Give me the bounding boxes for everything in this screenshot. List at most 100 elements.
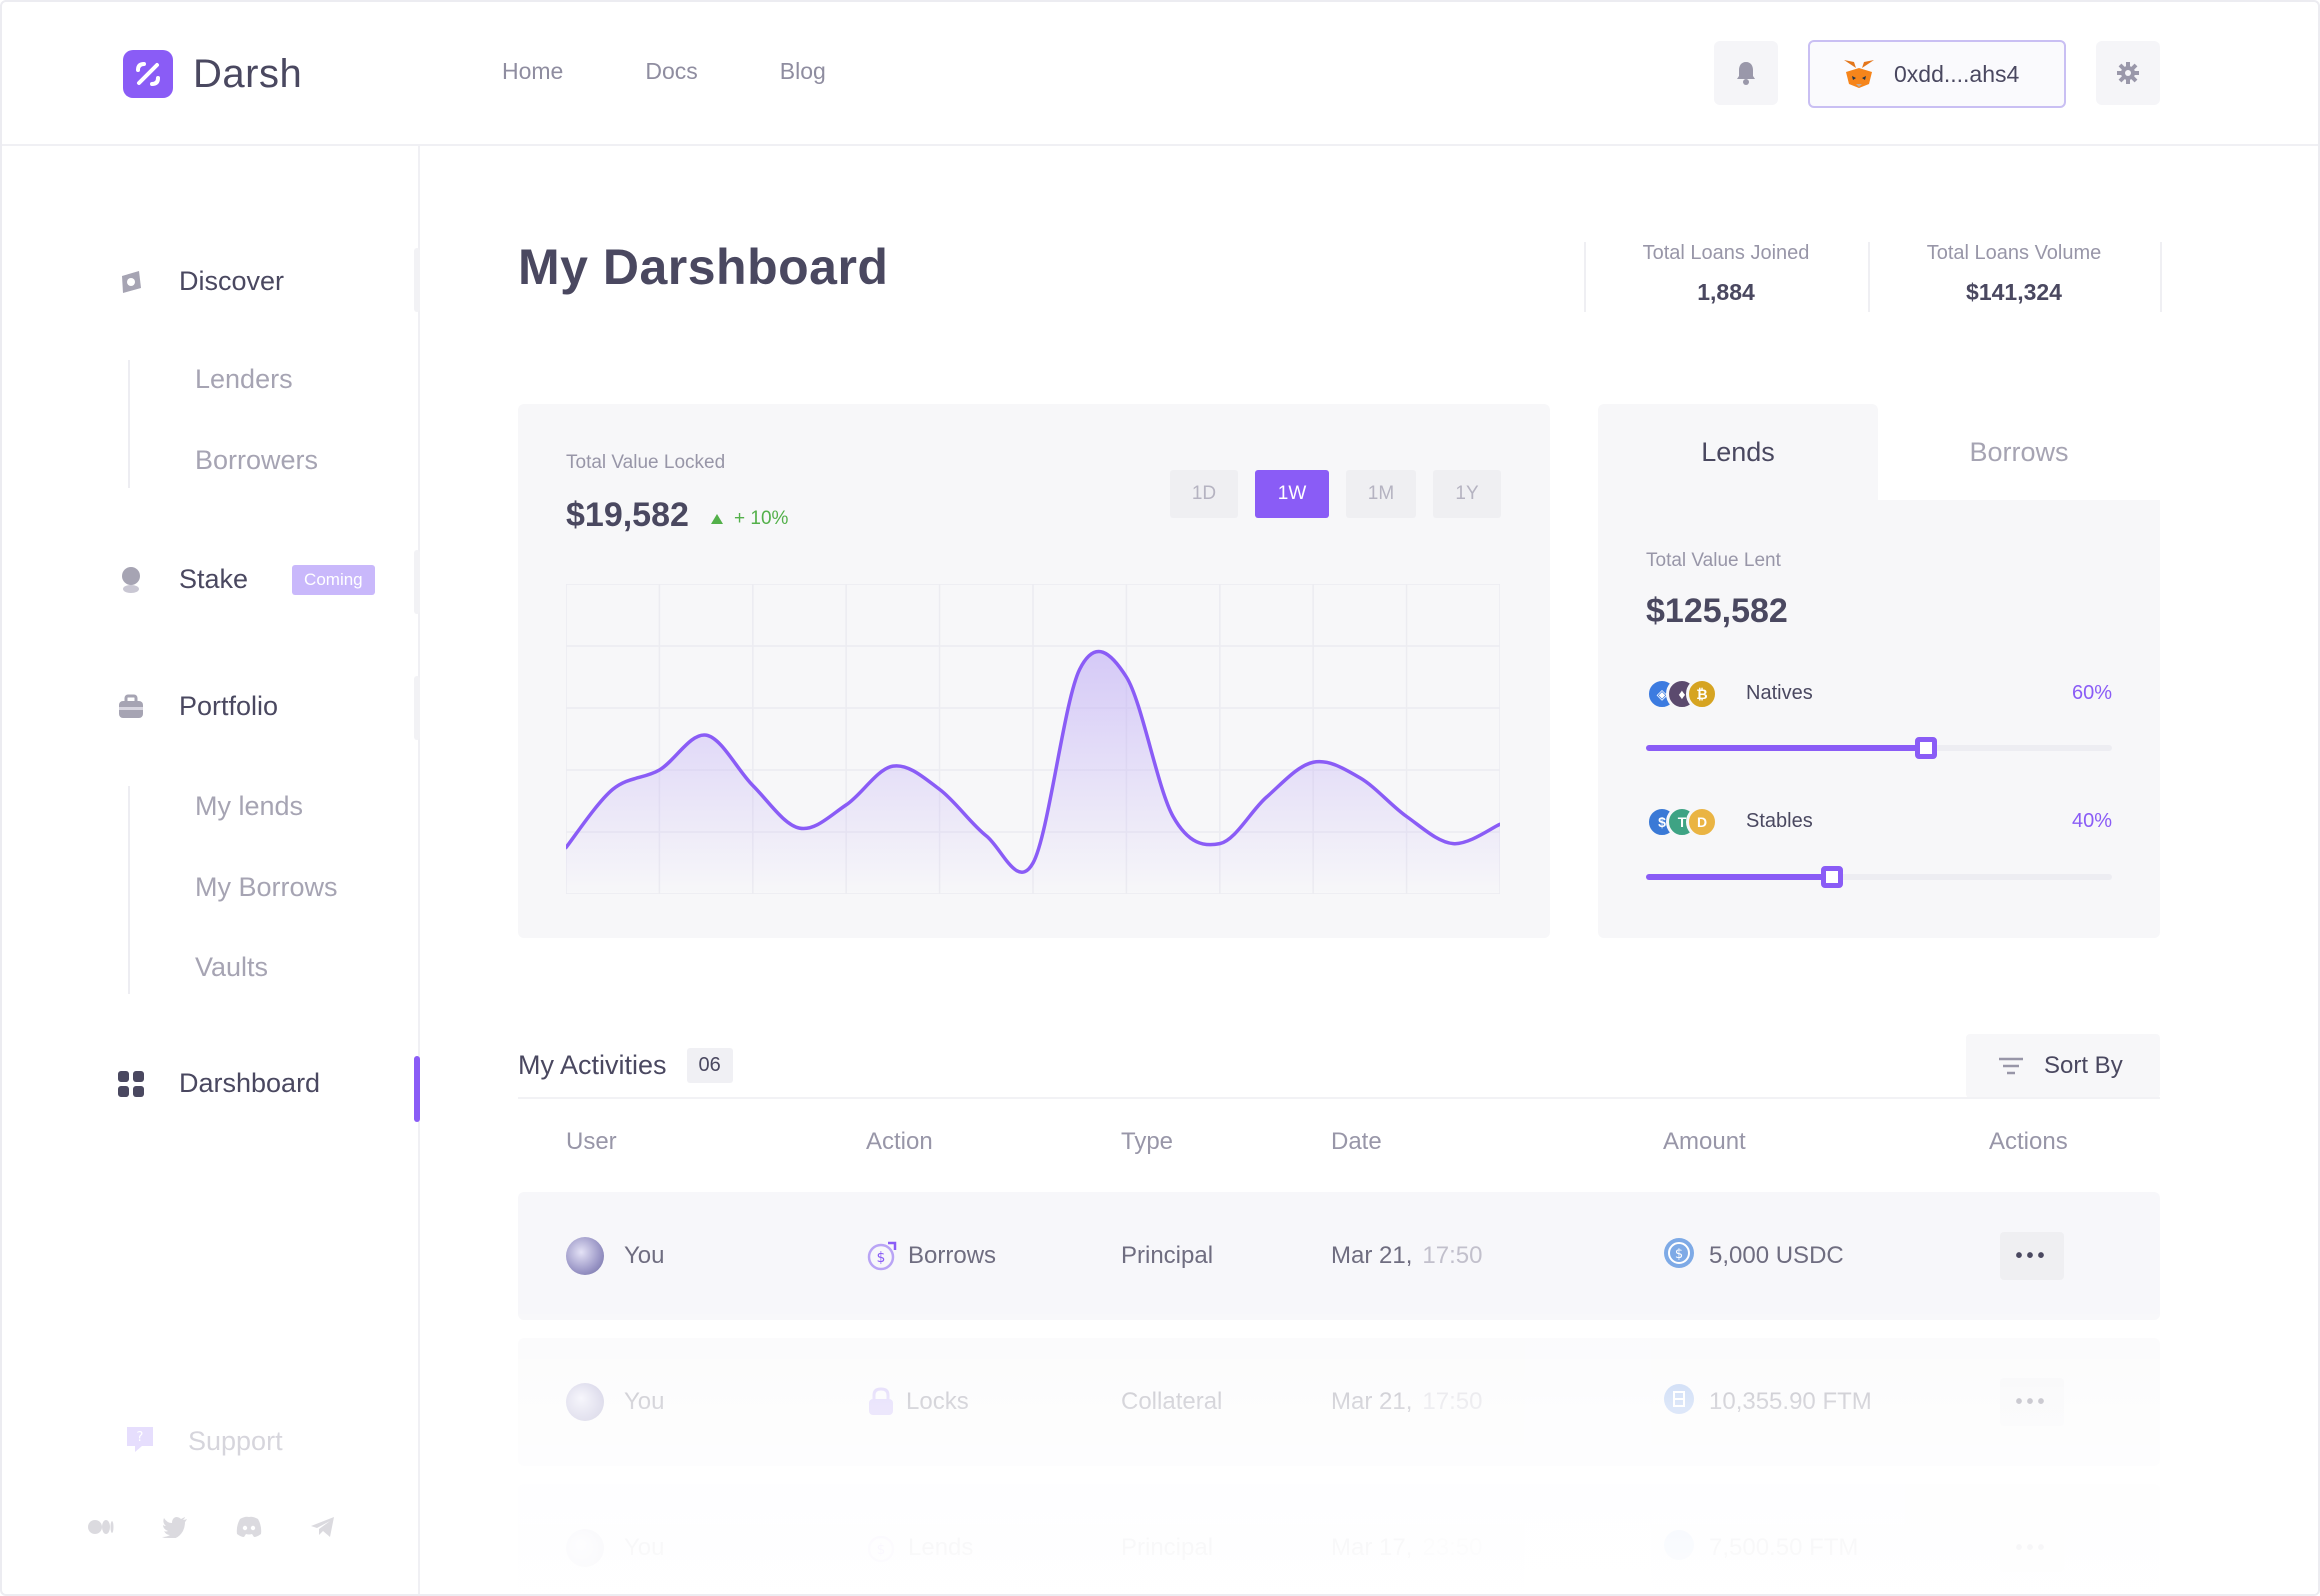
sidebar: Discover Lenders Borrowers Stake Coming … <box>2 146 420 1594</box>
compass-icon <box>116 267 146 297</box>
stables-slider[interactable] <box>1646 866 2112 888</box>
column-header-actions[interactable]: Actions <box>1989 1128 2068 1155</box>
chart-area <box>566 651 1500 894</box>
activities-header: My Activities 06 <box>518 1048 733 1083</box>
action-text: Borrows <box>908 1242 997 1269</box>
allocation-percent: 60% <box>2071 682 2112 704</box>
slider-fill <box>1646 745 1926 751</box>
telegram-icon[interactable] <box>308 1512 338 1542</box>
action-text: Lends <box>908 1534 974 1561</box>
svg-text:?: ? <box>137 1430 144 1445</box>
nav-blog[interactable]: Blog <box>779 58 826 84</box>
action-cell: Locks <box>866 1338 969 1466</box>
sidebar-subitem-my-borrows[interactable]: My Borrows <box>195 872 338 902</box>
slider-fill <box>1646 874 1833 880</box>
range-1w[interactable]: 1W <box>1255 470 1329 518</box>
gear-icon <box>2117 62 2139 84</box>
stat-label: Total Loans Joined <box>1642 242 1810 264</box>
sidebar-item-stake[interactable]: Stake Coming <box>116 564 375 595</box>
column-header-user[interactable]: User <box>566 1128 617 1155</box>
sidebar-active-indicator <box>414 1056 420 1122</box>
more-options-button[interactable]: ••• <box>2000 1378 2064 1426</box>
stat-value: 1,884 <box>1697 279 1755 305</box>
sidebar-item-support[interactable]: ? Support <box>124 1424 283 1459</box>
more-options-button[interactable]: ••• <box>2000 1232 2064 1280</box>
usdc-icon: $ <box>1663 1237 1695 1276</box>
sidebar-item-portfolio[interactable]: Portfolio <box>116 691 278 722</box>
sort-by-button[interactable]: Sort By <box>1966 1034 2160 1098</box>
type-cell: Collateral <box>1121 1388 1223 1415</box>
sidebar-subitem-borrowers[interactable]: Borrowers <box>195 445 319 475</box>
table-row[interactable]: You $ Lends Principal Mar 17, 23:50 7,50… <box>518 1484 2160 1594</box>
metamask-fox-icon <box>1844 60 1874 88</box>
sidebar-item-label: Portfolio <box>179 691 279 721</box>
date-cell: Mar 21, 17:50 <box>1331 1192 1482 1320</box>
notifications-button[interactable] <box>1714 41 1778 105</box>
range-1m[interactable]: 1M <box>1346 470 1416 518</box>
discord-icon[interactable] <box>234 1512 264 1542</box>
allocation-name: Stables <box>1746 810 1813 832</box>
twitter-icon[interactable] <box>160 1512 190 1542</box>
sidebar-item-label: Discover <box>179 266 285 296</box>
lend-coin-icon: $ <box>867 1535 895 1563</box>
range-1y[interactable]: 1Y <box>1433 470 1501 518</box>
sidebar-indicator <box>414 676 420 740</box>
sidebar-subitem-lenders[interactable]: Lenders <box>195 364 293 394</box>
range-1d[interactable]: 1D <box>1170 470 1238 518</box>
sidebar-item-label: Darshboard <box>179 1068 321 1098</box>
dai-icon: D <box>1686 806 1718 838</box>
percent-swoosh-icon <box>123 50 173 98</box>
column-header-action[interactable]: Action <box>866 1128 933 1155</box>
stat-total-loans-joined: Total Loans Joined 1,884 <box>1602 242 1850 312</box>
table-row[interactable]: You Locks Collateral Mar 21, 17:50 10,35… <box>518 1338 2160 1466</box>
column-header-amount[interactable]: Amount <box>1663 1128 1746 1155</box>
borrow-coin-icon: $ <box>867 1241 897 1271</box>
sidebar-indicator <box>414 248 420 312</box>
brand[interactable]: Darsh <box>123 50 302 98</box>
sidebar-item-label: Stake <box>179 564 249 594</box>
social-links <box>86 1512 382 1542</box>
medium-icon[interactable] <box>86 1512 116 1542</box>
tvl-change-text: + 10% <box>734 508 789 529</box>
wallet-button[interactable]: 0xdd....ahs4 <box>1808 40 2066 108</box>
time-text: 23:50 <box>1422 1534 1483 1561</box>
sidebar-subitem-my-lends[interactable]: My lends <box>195 791 304 821</box>
settings-button[interactable] <box>2096 41 2160 105</box>
stable-coins: $ T D <box>1646 806 1718 838</box>
stat-value: $141,324 <box>1966 279 2062 305</box>
bell-icon <box>1737 62 1755 85</box>
sidebar-subitem-vaults[interactable]: Vaults <box>195 952 269 982</box>
action-cell: $ Borrows <box>866 1192 996 1320</box>
stat-divider <box>1868 242 1870 312</box>
tab-borrows[interactable]: Borrows <box>1969 436 2069 467</box>
bitcoin-icon: ₿ <box>1686 678 1718 710</box>
activities-divider <box>518 1097 2160 1099</box>
column-header-date[interactable]: Date <box>1331 1128 1382 1155</box>
activities-title: My Activities <box>518 1050 667 1080</box>
date-cell: Mar 21, 17:50 <box>1331 1338 1482 1466</box>
date-cell: Mar 17, 23:50 <box>1331 1484 1483 1594</box>
slider-handle[interactable] <box>1821 866 1844 888</box>
sidebar-item-dashboard[interactable]: Darshboard <box>116 1068 320 1099</box>
more-options-button[interactable]: ••• <box>2000 1524 2064 1572</box>
help-icon: ? <box>124 1424 156 1459</box>
natives-slider[interactable] <box>1646 737 2112 759</box>
sidebar-item-discover[interactable]: Discover <box>116 266 284 297</box>
nav-docs[interactable]: Docs <box>645 58 698 84</box>
amount-text: 10,355.90 FTM <box>1709 1388 1872 1415</box>
tab-lends[interactable]: Lends <box>1598 404 1878 500</box>
table-row[interactable]: You $ Borrows Principal Mar 21, 17:50 $ … <box>518 1192 2160 1320</box>
lent-value: $125,582 <box>1646 592 1788 630</box>
nav-home[interactable]: Home <box>502 58 564 84</box>
svg-text:$: $ <box>877 1250 886 1266</box>
avatar <box>566 1237 604 1275</box>
allocation-percent: 40% <box>2071 810 2112 832</box>
slider-handle[interactable] <box>1914 737 1937 759</box>
actions-cell: ••• <box>2000 1338 2064 1466</box>
amount-cell: $ 5,000 USDC <box>1663 1192 1844 1320</box>
amount-text: 7,500.50 FTM <box>1709 1534 1859 1561</box>
column-header-type[interactable]: Type <box>1121 1128 1174 1155</box>
briefcase-icon <box>116 692 146 722</box>
tvl-value: $19,582 <box>566 496 689 534</box>
